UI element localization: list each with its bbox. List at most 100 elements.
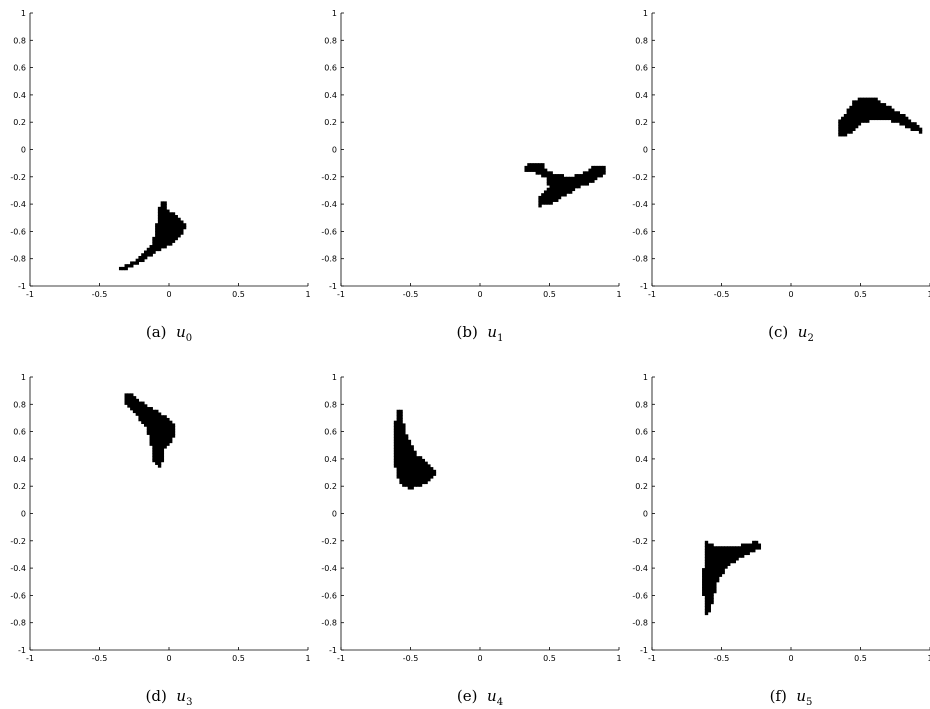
data-point xyxy=(871,114,875,118)
data-point xyxy=(155,426,159,430)
data-point xyxy=(552,179,556,183)
data-point xyxy=(152,423,156,427)
data-point xyxy=(152,245,156,249)
point-cloud-a xyxy=(118,201,187,271)
data-point xyxy=(135,401,140,405)
plot-b: -1 -0.8 -0.6 -0.4 -0.2 0 0.2 0.4 0.6 0.8 1 -1 -0.5 0 0… xyxy=(321,9,621,299)
data-point xyxy=(130,261,134,265)
data-point xyxy=(166,228,170,232)
data-point xyxy=(155,247,159,252)
data-point xyxy=(704,581,709,586)
data-point xyxy=(704,606,709,610)
data-point xyxy=(160,220,165,224)
data-point xyxy=(560,193,564,197)
data-point xyxy=(157,445,162,449)
data-point xyxy=(166,439,170,444)
data-point xyxy=(160,445,165,449)
data-point xyxy=(582,182,587,186)
data-point xyxy=(721,554,725,558)
data-point xyxy=(574,179,578,183)
data-point xyxy=(416,478,420,482)
data-point xyxy=(857,122,862,126)
data-point xyxy=(713,576,717,580)
caption-f: (f) u5 xyxy=(641,687,930,708)
data-point xyxy=(555,198,559,202)
data-point xyxy=(146,426,151,430)
data-point xyxy=(404,437,409,441)
data-point xyxy=(538,204,542,208)
data-point xyxy=(171,428,176,433)
data-point xyxy=(841,133,845,137)
data-point xyxy=(118,266,123,271)
data-point xyxy=(152,242,156,246)
data-point xyxy=(704,592,709,596)
data-point xyxy=(141,420,145,425)
data-point xyxy=(171,423,176,427)
data-point xyxy=(393,428,398,433)
data-point xyxy=(874,103,878,107)
data-point xyxy=(157,231,162,235)
data-point xyxy=(593,174,598,178)
data-point xyxy=(704,576,709,580)
data-point xyxy=(163,431,167,435)
data-point xyxy=(416,480,420,485)
data-point xyxy=(174,234,178,238)
data-point xyxy=(843,127,848,131)
data-point xyxy=(155,450,159,455)
data-point xyxy=(724,551,728,556)
data-point xyxy=(130,396,134,400)
data-point xyxy=(752,540,756,545)
data-point xyxy=(160,201,165,205)
data-point xyxy=(396,428,400,433)
data-point xyxy=(857,105,862,110)
data-point xyxy=(715,557,720,561)
data-point xyxy=(138,417,142,422)
data-point xyxy=(163,206,167,211)
data-point xyxy=(404,478,409,482)
data-point xyxy=(404,442,409,446)
data-point xyxy=(713,559,717,564)
data-point xyxy=(157,212,162,216)
data-point xyxy=(588,171,592,175)
data-point xyxy=(849,114,853,118)
data-point xyxy=(718,568,723,572)
data-point xyxy=(407,469,412,474)
data-point xyxy=(177,234,181,238)
data-point xyxy=(171,431,176,435)
data-point xyxy=(724,548,728,553)
data-point xyxy=(399,434,403,438)
data-point xyxy=(754,546,759,550)
data-point xyxy=(710,557,714,561)
data-point xyxy=(135,258,140,263)
data-point xyxy=(541,174,545,178)
data-point xyxy=(710,570,714,575)
data-point xyxy=(157,423,162,427)
y-tick-label: -0.6 xyxy=(10,591,26,600)
data-point xyxy=(404,467,409,471)
data-point xyxy=(143,407,148,411)
data-point xyxy=(718,562,723,566)
data-point xyxy=(396,426,400,430)
y-tick-label: 0.8 xyxy=(635,400,648,409)
data-point xyxy=(132,261,137,265)
data-point xyxy=(860,100,864,104)
data-point xyxy=(393,445,398,449)
data-point xyxy=(130,407,134,411)
data-point xyxy=(132,401,137,405)
data-point xyxy=(841,119,845,123)
data-point xyxy=(707,565,711,569)
data-point xyxy=(404,475,409,479)
data-point xyxy=(702,568,706,572)
data-point xyxy=(160,437,165,441)
data-point xyxy=(410,464,414,468)
y-tick-label: -0.8 xyxy=(632,255,648,264)
data-point xyxy=(149,439,153,444)
data-point xyxy=(155,442,159,446)
data-point xyxy=(169,239,173,243)
data-point xyxy=(740,543,745,547)
data-point xyxy=(721,562,725,566)
data-point xyxy=(410,483,414,487)
data-point xyxy=(724,554,728,558)
y-tick-label: 0.2 xyxy=(324,118,337,127)
data-point xyxy=(563,179,567,183)
